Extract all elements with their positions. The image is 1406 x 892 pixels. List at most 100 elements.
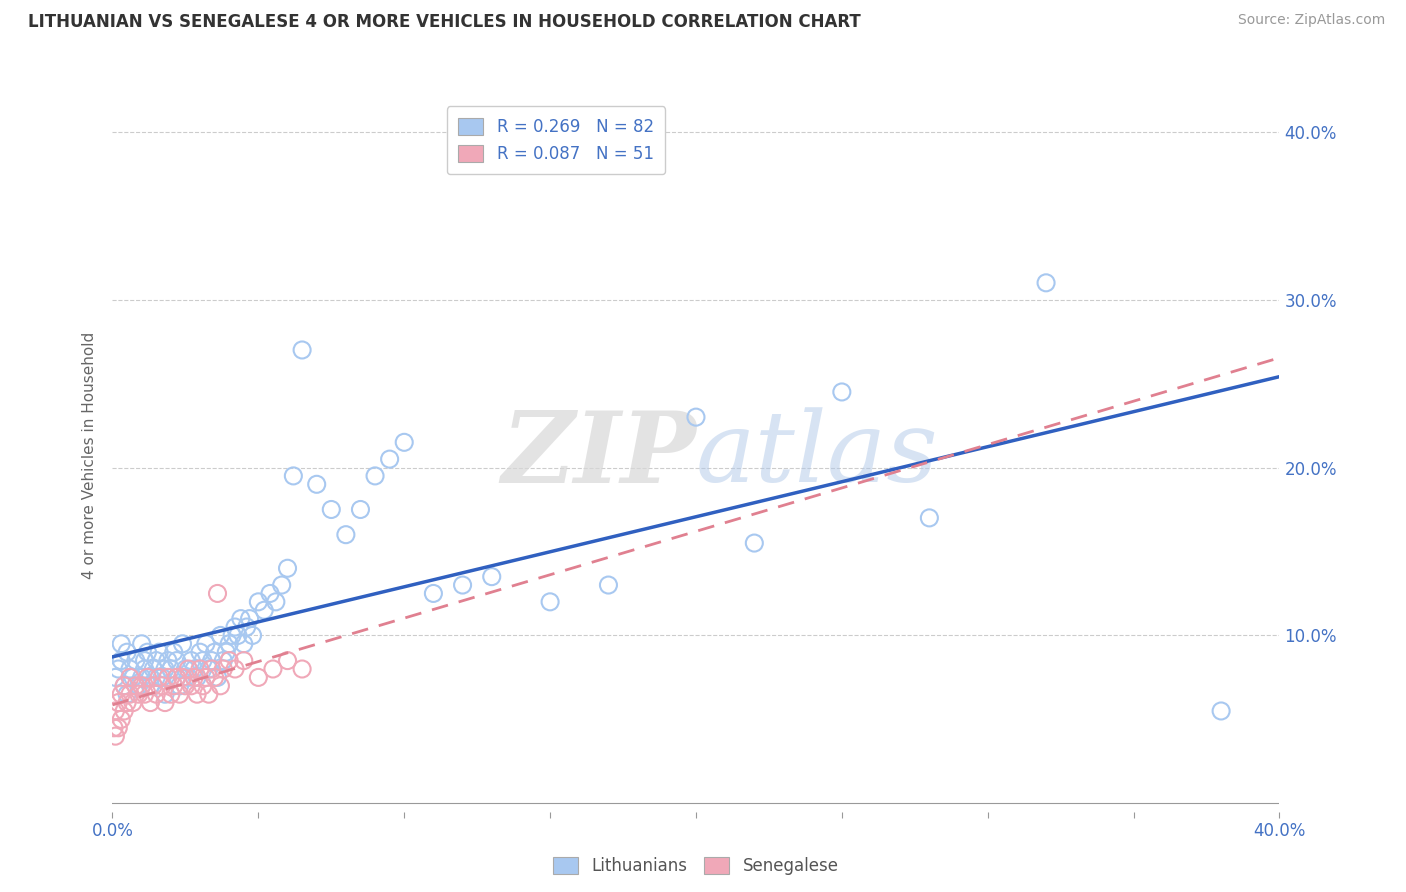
Point bbox=[270, 578, 292, 592]
Point bbox=[142, 662, 165, 676]
Point bbox=[145, 687, 167, 701]
Point bbox=[136, 670, 159, 684]
Point bbox=[128, 687, 150, 701]
Point bbox=[538, 595, 561, 609]
Point bbox=[262, 662, 284, 676]
Point bbox=[259, 586, 281, 600]
Point bbox=[172, 637, 194, 651]
Point bbox=[204, 670, 226, 684]
Point bbox=[166, 670, 188, 684]
Point bbox=[451, 578, 474, 592]
Point bbox=[742, 536, 765, 550]
Point bbox=[204, 645, 226, 659]
Legend: Lithuanians, Senegalese: Lithuanians, Senegalese bbox=[547, 850, 845, 882]
Point bbox=[305, 477, 328, 491]
Point bbox=[174, 679, 197, 693]
Point bbox=[148, 670, 170, 684]
Point bbox=[253, 603, 276, 617]
Point bbox=[163, 645, 186, 659]
Point bbox=[110, 687, 132, 701]
Point bbox=[174, 662, 197, 676]
Point bbox=[110, 637, 132, 651]
Point bbox=[349, 502, 371, 516]
Point bbox=[115, 687, 138, 701]
Text: atlas: atlas bbox=[696, 408, 939, 502]
Point bbox=[153, 662, 176, 676]
Text: LITHUANIAN VS SENEGALESE 4 OR MORE VEHICLES IN HOUSEHOLD CORRELATION CHART: LITHUANIAN VS SENEGALESE 4 OR MORE VEHIC… bbox=[28, 13, 860, 31]
Point bbox=[188, 662, 211, 676]
Point bbox=[264, 595, 287, 609]
Point bbox=[112, 704, 135, 718]
Text: Source: ZipAtlas.com: Source: ZipAtlas.com bbox=[1237, 13, 1385, 28]
Point bbox=[110, 654, 132, 668]
Point bbox=[1209, 704, 1232, 718]
Point bbox=[180, 654, 202, 668]
Point bbox=[247, 670, 270, 684]
Point bbox=[378, 452, 401, 467]
Text: ZIP: ZIP bbox=[501, 407, 696, 503]
Point bbox=[197, 662, 219, 676]
Point bbox=[169, 679, 191, 693]
Point bbox=[242, 628, 264, 642]
Point bbox=[131, 670, 153, 684]
Point bbox=[169, 687, 191, 701]
Point bbox=[1035, 276, 1057, 290]
Point bbox=[321, 502, 343, 516]
Point bbox=[145, 654, 167, 668]
Point bbox=[276, 561, 298, 575]
Point bbox=[191, 654, 214, 668]
Point bbox=[156, 670, 179, 684]
Point bbox=[166, 654, 188, 668]
Point bbox=[112, 679, 135, 693]
Point bbox=[177, 670, 200, 684]
Point bbox=[139, 679, 162, 693]
Point bbox=[481, 569, 503, 583]
Point bbox=[172, 670, 194, 684]
Point bbox=[224, 620, 246, 634]
Point bbox=[136, 645, 159, 659]
Point bbox=[291, 343, 314, 357]
Point bbox=[188, 645, 211, 659]
Point bbox=[160, 687, 183, 701]
Point bbox=[115, 696, 138, 710]
Point bbox=[201, 654, 224, 668]
Point bbox=[139, 696, 162, 710]
Point bbox=[291, 662, 314, 676]
Point bbox=[194, 637, 217, 651]
Point bbox=[232, 654, 254, 668]
Point bbox=[177, 662, 200, 676]
Point bbox=[224, 662, 246, 676]
Point bbox=[235, 620, 257, 634]
Point bbox=[212, 654, 235, 668]
Point bbox=[364, 469, 387, 483]
Point bbox=[197, 687, 219, 701]
Point bbox=[247, 595, 270, 609]
Point bbox=[160, 662, 183, 676]
Point bbox=[209, 679, 232, 693]
Point bbox=[183, 670, 205, 684]
Point bbox=[104, 729, 127, 743]
Point bbox=[107, 721, 129, 735]
Point bbox=[221, 628, 243, 642]
Y-axis label: 4 or more Vehicles in Household: 4 or more Vehicles in Household bbox=[82, 331, 97, 579]
Point bbox=[134, 662, 156, 676]
Point bbox=[218, 654, 240, 668]
Point bbox=[283, 469, 305, 483]
Point bbox=[180, 679, 202, 693]
Point bbox=[125, 679, 148, 693]
Point bbox=[145, 670, 167, 684]
Point bbox=[131, 637, 153, 651]
Point bbox=[118, 662, 141, 676]
Point bbox=[150, 679, 173, 693]
Point bbox=[156, 654, 179, 668]
Point bbox=[201, 662, 224, 676]
Point bbox=[153, 696, 176, 710]
Point bbox=[153, 687, 176, 701]
Point bbox=[186, 687, 208, 701]
Point bbox=[104, 704, 127, 718]
Point bbox=[229, 612, 252, 626]
Point bbox=[191, 679, 214, 693]
Point bbox=[186, 670, 208, 684]
Point bbox=[276, 654, 298, 668]
Point bbox=[134, 687, 156, 701]
